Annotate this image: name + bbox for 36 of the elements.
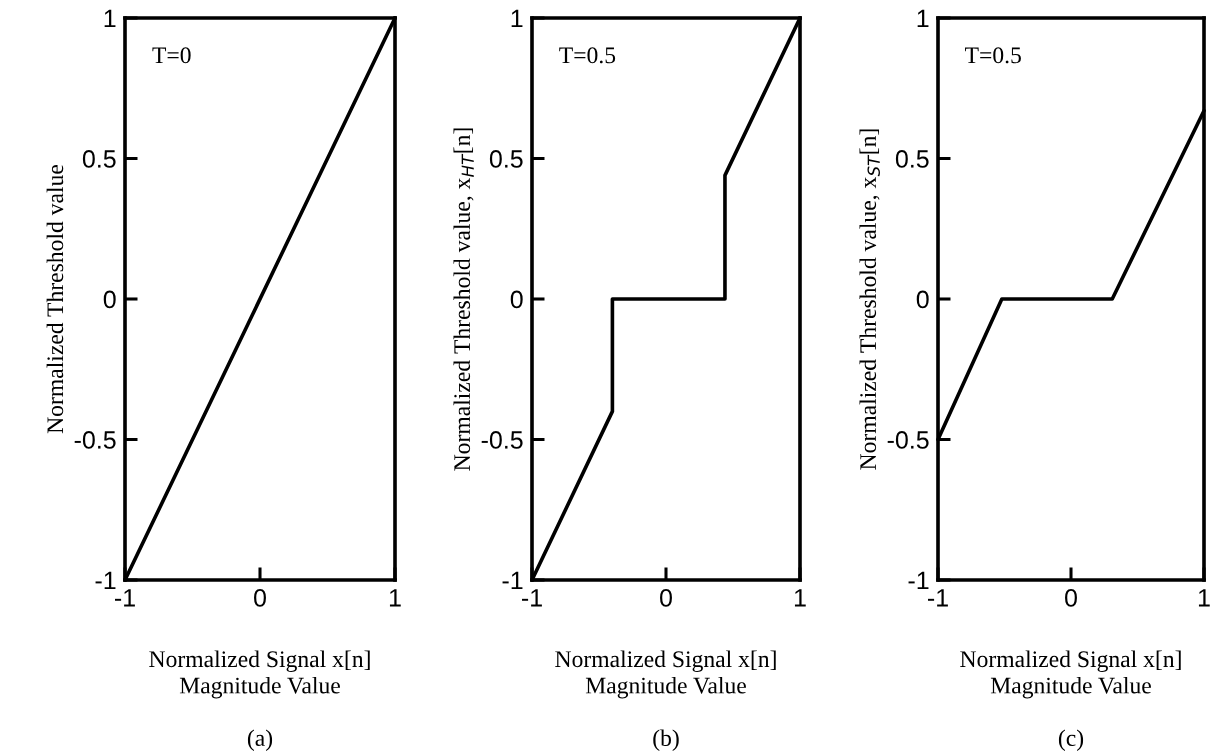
y-tick-label: -0.5 — [481, 431, 523, 449]
text: (c) — [1058, 729, 1084, 751]
x-tick-label: 0 — [660, 588, 672, 607]
x-tick-label: -1 — [928, 589, 948, 607]
x-tick-label: 0 — [1065, 588, 1077, 607]
y-tick-label: -0.5 — [74, 431, 116, 449]
y-tick-label: 0 — [916, 290, 929, 309]
y-tick-label: -0.5 — [887, 431, 929, 449]
y-tick-label: 0 — [103, 290, 116, 309]
text: (a) — [247, 729, 273, 751]
y-tick-label: 0.5 — [82, 150, 116, 168]
y-tick-label: 0.5 — [489, 150, 523, 168]
y-tick-label: -1 — [908, 571, 929, 590]
x-tick-label: 0 — [254, 588, 266, 607]
y-tick-label: 1 — [917, 9, 929, 28]
x-axis-title: Normalized Signal x[n] Magnitude Value — [960, 650, 1181, 699]
x-tick-label: -1 — [115, 589, 135, 607]
y-axis-title: Normalized Threshold value — [46, 164, 64, 434]
y-tick-label: 0 — [510, 290, 523, 309]
y-tick-label: 1 — [104, 9, 116, 28]
y-tick-label: -1 — [95, 571, 116, 590]
annotation: T=0.5 — [559, 47, 616, 64]
x-tick-label: -1 — [522, 589, 542, 607]
y-tick-label: 1 — [511, 9, 523, 28]
text: (b) — [653, 729, 679, 751]
y-tick-label: 0.5 — [895, 150, 929, 168]
y-axis-title: Normalized Threshold value, x$_{HT}$[n] — [453, 128, 474, 471]
annotation: T=0 — [152, 47, 191, 64]
y-axis-title: Normalized Threshold value, x$_{ST}$[n] — [859, 129, 880, 470]
x-tick-label: 1 — [389, 589, 401, 607]
x-axis-title: Normalized Signal x[n] Magnitude Value — [555, 650, 776, 699]
x-tick-label: 1 — [794, 589, 806, 607]
x-tick-label: 1 — [1198, 589, 1210, 607]
annotation: T=0.5 — [965, 47, 1021, 64]
y-tick-label: -1 — [502, 571, 523, 590]
x-axis-title: Normalized Signal x[n] Magnitude Value — [149, 650, 370, 699]
